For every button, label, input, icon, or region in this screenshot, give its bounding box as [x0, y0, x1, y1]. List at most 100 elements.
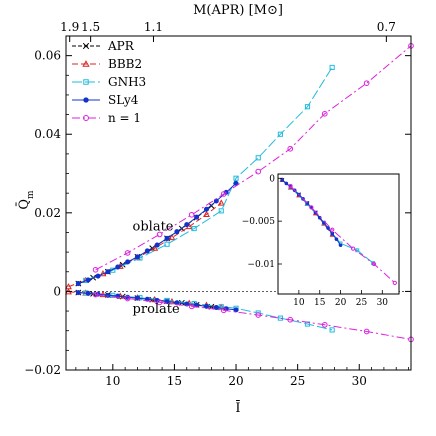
inset-series-sly4-point	[334, 237, 339, 241]
series-sly4-oblate-point	[105, 269, 111, 275]
y-tick-label: 0.02	[34, 206, 61, 220]
top-tick-label: 1.1	[144, 20, 163, 34]
y-tick-label: 0	[53, 284, 61, 298]
top-axis-title: M(APR) [M⊙]	[193, 3, 283, 18]
legend-label: SLy4	[108, 93, 139, 107]
legend-swatch-marker	[82, 60, 90, 67]
inset-x-tick-label: 20	[335, 298, 347, 308]
series-n-1-prolate-point	[156, 299, 163, 306]
legend-entry-sly4: SLy4	[72, 93, 139, 107]
legend-entry-n-1: n = 1	[72, 111, 141, 125]
top-tick-label: 1.9	[60, 20, 79, 34]
series-n-1-prolate-point	[255, 312, 262, 318]
x-tick-label: 10	[105, 374, 120, 388]
y-tick-label: −0.02	[24, 363, 61, 377]
x-tick-label: 15	[167, 374, 182, 388]
series-sly4-oblate-point	[144, 248, 150, 254]
series-n-1-oblate-point	[92, 266, 99, 273]
main-plot-frame	[65, 35, 412, 371]
series-n-1-prolate-point	[287, 316, 294, 323]
inset-x-tick-label: 15	[314, 298, 326, 308]
main-axes: 10 15 20 25 30 −0.02 0 0.02 0.04 0.06 1.9 1.5 1.1 0.7	[24, 20, 411, 388]
x-tick-label: 30	[352, 374, 367, 388]
series-n-1-prolate-point	[321, 321, 328, 328]
series-sly4-oblate-point	[75, 281, 81, 287]
series-gnh3-oblate-point	[191, 225, 197, 232]
series-sly4-oblate-point	[85, 277, 91, 283]
series-sly4-oblate-point	[95, 273, 101, 279]
legend-label: BBB2	[108, 57, 142, 71]
inset-series-n-1-point	[309, 205, 314, 210]
series-sly4-oblate-point	[134, 254, 140, 260]
series-n-1-prolate-point	[220, 307, 227, 314]
legend-label: n = 1	[108, 111, 141, 125]
y-axis-title-main: Q̄	[16, 199, 32, 210]
series-n-1-oblate-point	[156, 231, 163, 238]
x-axis-title: Ī	[235, 400, 240, 416]
legend-swatch-marker	[83, 79, 89, 85]
legend-label: GNH3	[108, 75, 146, 89]
series-n-1-oblate-point	[321, 110, 328, 117]
series-n-1-prolate-line	[95, 294, 412, 340]
series-n-1-oblate-point	[188, 211, 195, 218]
series-sly4-oblate	[75, 180, 239, 287]
series-n-1-oblate-line	[95, 45, 412, 271]
x-tick-label: 25	[290, 374, 305, 388]
legend-label: APR	[107, 39, 135, 53]
inset-frame	[277, 173, 400, 295]
inset-series-sly4-point	[338, 243, 343, 247]
y-tick-label: 0.04	[34, 127, 61, 141]
inset-x-tick-label: 10	[293, 298, 305, 308]
inset-y-tick-label: 0	[269, 174, 275, 184]
series-sly4-prolate-point	[75, 290, 81, 296]
inset-marks	[279, 177, 397, 285]
inset-series-n-1-point	[350, 246, 356, 251]
series-n-1-prolate-point	[363, 328, 370, 335]
y-tick-label: 0.06	[34, 49, 61, 63]
series-n-1-prolate-point	[124, 295, 131, 302]
inset-series-n-1	[288, 183, 397, 285]
series-gnh3-oblate-line	[85, 67, 333, 281]
inset-y-tick-label: −0.01	[247, 260, 275, 270]
series-n-1-prolate-point	[92, 291, 99, 298]
annotation-prolate: prolate	[133, 302, 180, 317]
inset-series-sly4-point	[326, 226, 330, 230]
series-gnh3-oblate-point	[304, 104, 311, 110]
legend-entry-gnh3: GNH3	[72, 75, 146, 89]
series-n-1-oblate-point	[220, 191, 227, 197]
series-gnh3-oblate-point	[233, 175, 239, 181]
series-sly4-oblate-point	[213, 198, 219, 204]
series-sly4-oblate-point	[154, 242, 160, 248]
series-sly4-oblate-point	[194, 214, 200, 220]
series-sly4-oblate-point	[174, 229, 180, 235]
inset-y-tick-label: −0.005	[242, 217, 276, 227]
series-gnh3-oblate-point	[218, 208, 224, 214]
series-bbb2-oblate-point	[151, 244, 159, 251]
inset-series-gnh3-line	[290, 186, 374, 264]
series-gnh3-prolate-point	[329, 327, 335, 333]
series-gnh3-prolate-line	[85, 292, 333, 331]
series-sly4-prolate-point	[85, 290, 91, 296]
series-sly4-prolate-point	[203, 303, 209, 309]
inset-x-tick-label: 25	[356, 298, 368, 308]
series-bbb2-oblate-point	[203, 210, 210, 217]
inset-series-sly4-point	[280, 178, 285, 182]
series-sly4-prolate-point	[233, 307, 239, 313]
inset-x-tick-label: 30	[377, 298, 389, 308]
inset-series-sly4-point	[284, 181, 289, 186]
y-axis-title: Q̄m	[16, 190, 36, 210]
series-gnh3-oblate-point	[329, 64, 335, 71]
top-tick-label: 1.5	[81, 20, 100, 34]
series-gnh3-oblate-point	[277, 131, 283, 137]
series-n-1-oblate-point	[363, 80, 370, 86]
annotations: oblate prolate	[133, 220, 180, 318]
series-n-1-oblate-point	[287, 145, 294, 152]
inset-series-n-1-point	[330, 227, 335, 232]
inset-series-n-1-point	[371, 261, 377, 267]
series-n-1-oblate-point	[124, 250, 131, 256]
top-tick-label: 0.7	[377, 20, 396, 34]
legend-entry-apr: APR	[72, 39, 135, 53]
annotation-oblate: oblate	[133, 220, 174, 235]
legend-entry-bbb2: BBB2	[72, 57, 142, 71]
